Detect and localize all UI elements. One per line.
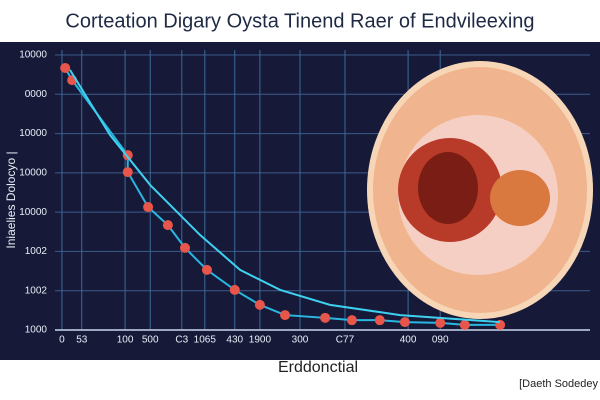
y-tick-label: 10000	[19, 128, 47, 139]
illustration	[367, 61, 593, 319]
y-tick-label: 1002	[25, 246, 48, 257]
organelle	[490, 170, 550, 226]
x-tick-label: 090	[432, 335, 449, 346]
chart-title: Corteation Digary Oysta Tinend Raer of E…	[65, 10, 534, 32]
point	[374, 315, 385, 326]
point	[162, 220, 173, 231]
y-tick-label: 10000	[19, 50, 47, 61]
x-tick-label: 500	[142, 335, 159, 346]
point	[254, 299, 265, 310]
x-tick-label: 53	[76, 335, 88, 346]
point	[143, 202, 154, 213]
x-tick-label: 1065	[194, 335, 217, 346]
footnote: [Daeth Sodedey	[519, 378, 598, 390]
x-axis-label: Erddonctial	[278, 359, 358, 376]
point	[280, 310, 291, 321]
point	[122, 167, 133, 178]
y-tick-label: 10000	[19, 207, 47, 218]
point	[60, 62, 71, 73]
point	[346, 315, 357, 326]
x-tick-label: C77	[336, 335, 355, 346]
point	[201, 264, 212, 275]
y-tick-label: 1000	[25, 325, 48, 336]
point	[320, 312, 331, 323]
point	[435, 317, 446, 328]
x-tick-label: 1900	[249, 335, 272, 346]
x-tick-label: 0	[59, 335, 65, 346]
line	[69, 69, 501, 324]
x-tick-label: 300	[292, 335, 309, 346]
point	[399, 317, 410, 328]
x-tick-label: 400	[400, 335, 417, 346]
point	[180, 242, 191, 253]
y-tick-label: 10000	[19, 167, 47, 178]
point	[229, 284, 240, 295]
nucleus-core	[418, 152, 478, 224]
x-tick-label: C3	[175, 335, 188, 346]
x-tick-label: 430	[226, 335, 243, 346]
x-tick-label: 100	[117, 335, 134, 346]
y-axis-label: Iniaelies Dolocyo |	[4, 151, 18, 248]
y-tick-label: 0000	[25, 89, 48, 100]
y-tick-label: 1002	[25, 285, 48, 296]
point	[459, 319, 470, 330]
